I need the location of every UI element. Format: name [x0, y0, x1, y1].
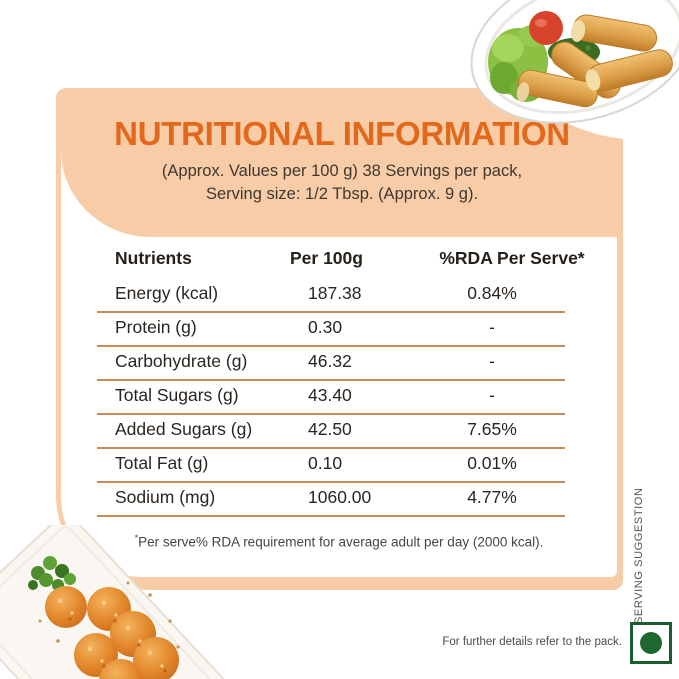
spring-rolls — [517, 14, 673, 108]
nutrient-name: Added Sugars (g) — [115, 419, 253, 439]
serving-info-line2: Serving size: 1/2 Tbsp. (Approx. 9 g). — [205, 185, 479, 203]
spring-rolls-photo — [470, 0, 679, 124]
table-row: Sodium (mg) 1060.00 4.77% — [97, 481, 565, 517]
serving-info: (Approx. Values per 100 g) 38 Servings p… — [61, 160, 623, 206]
footnote-asterisk: * — [134, 533, 139, 543]
serving-suggestion-label: SERVING SUGGESTION — [633, 487, 645, 624]
footnote-text: Per serve% RDA requirement for average a… — [138, 534, 544, 550]
nutrient-name: Protein (g) — [115, 317, 197, 337]
nutrient-per100g: 0.10 — [308, 453, 343, 473]
nutrient-name: Sodium (mg) — [115, 487, 216, 507]
table-row: Energy (kcal) 187.38 0.84% — [97, 277, 565, 313]
table-row: Total Fat (g) 0.10 0.01% — [97, 447, 565, 483]
table-row: Protein (g) 0.30 - — [97, 311, 565, 347]
table-row: Added Sugars (g) 42.50 7.65% — [97, 413, 565, 449]
veg-symbol-dot — [640, 632, 662, 654]
nutrient-rda: 0.01% — [467, 453, 517, 473]
nutrition-table: Nutrients Per 100g %RDA Per Serve* Energ… — [61, 237, 617, 577]
nutrient-rda: 0.84% — [467, 283, 517, 303]
nutrient-rda: - — [489, 385, 495, 405]
col-header-per100g: Per 100g — [290, 248, 363, 268]
page-title: NUTRITIONAL INFORMATION — [114, 115, 570, 152]
veg-symbol-icon — [630, 622, 672, 664]
nutrient-rda: - — [489, 317, 495, 337]
nutrient-per100g: 187.38 — [308, 283, 362, 303]
nutrient-per100g: 1060.00 — [308, 487, 372, 507]
nutrient-name: Carbohydrate (g) — [115, 351, 248, 371]
parsley-garnish — [28, 556, 83, 614]
table-row: Total Sugars (g) 43.40 - — [97, 379, 565, 415]
nutrient-name: Total Fat (g) — [115, 453, 209, 473]
nutrient-per100g: 46.32 — [308, 351, 352, 371]
ball-speckles — [58, 599, 164, 668]
further-details-note: For further details refer to the pack. — [442, 636, 622, 648]
nutrient-name: Energy (kcal) — [115, 283, 219, 303]
rda-footnote: *Per serve% RDA requirement for average … — [61, 533, 617, 550]
nutrient-per100g: 42.50 — [308, 419, 352, 439]
title-block: NUTRITIONAL INFORMATION (Approx. Values … — [61, 88, 623, 237]
fried-balls-photo — [0, 525, 226, 679]
serving-info-line1: (Approx. Values per 100 g) 38 Servings p… — [161, 162, 523, 180]
fried-balls — [45, 586, 179, 679]
col-header-nutrients: Nutrients — [115, 248, 192, 268]
table-header: Nutrients Per 100g %RDA Per Serve* — [97, 243, 585, 273]
col-header-rda: %RDA Per Serve* — [439, 248, 585, 268]
nutrient-rda: 7.65% — [467, 419, 517, 439]
crumbs — [38, 581, 180, 649]
nutrient-name: Total Sugars (g) — [115, 385, 239, 405]
tomato-garnish — [529, 11, 563, 45]
nutrient-rda: - — [489, 351, 495, 371]
nutrient-rda: 4.77% — [467, 487, 517, 507]
nutrient-per100g: 0.30 — [308, 317, 343, 337]
nutrient-per100g: 43.40 — [308, 385, 352, 405]
table-row: Carbohydrate (g) 46.32 - — [97, 345, 565, 381]
